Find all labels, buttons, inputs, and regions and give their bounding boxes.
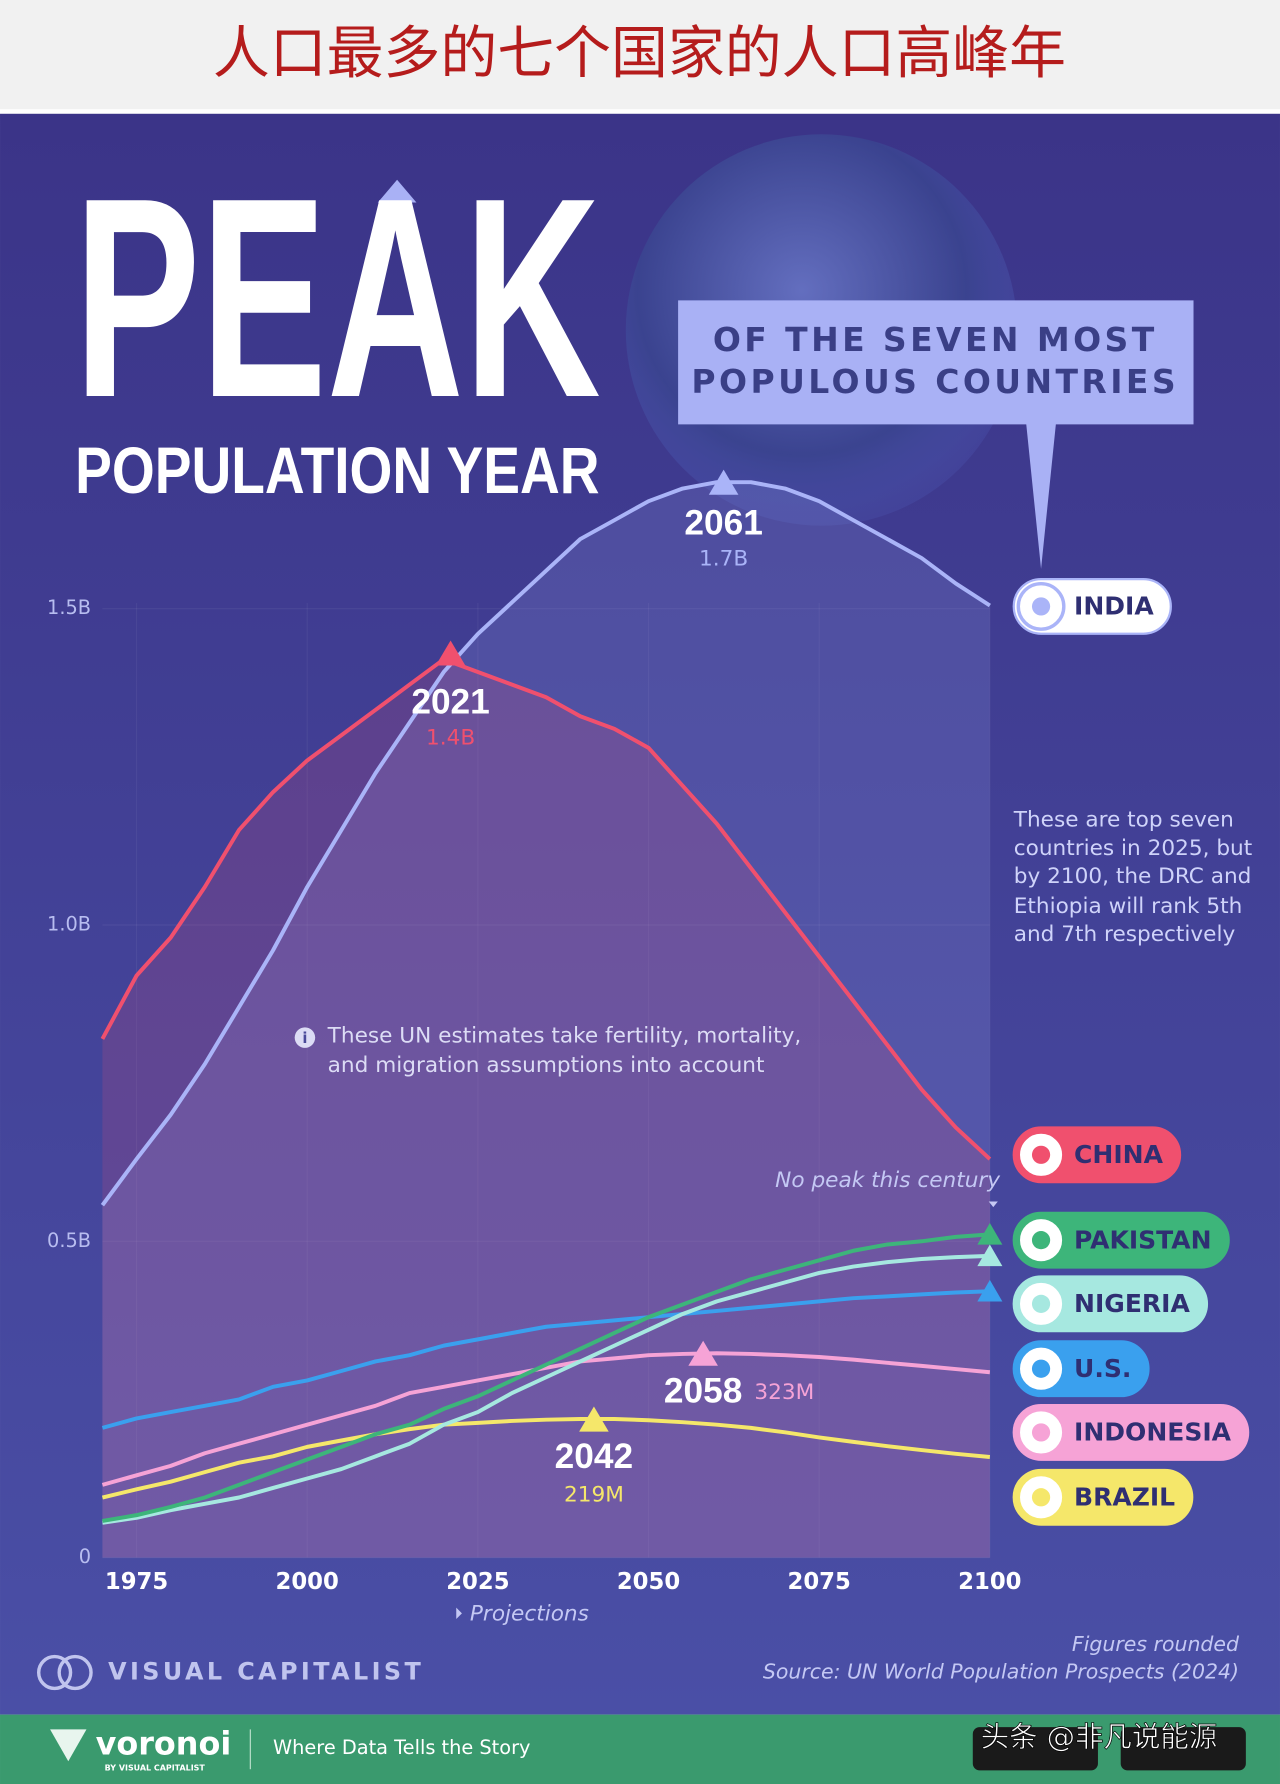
info-line: These UN estimates take fertility, morta… xyxy=(327,1023,802,1048)
peak-year: 2021 xyxy=(411,682,489,721)
end-marker xyxy=(977,1222,1003,1245)
legend-pill xyxy=(1012,1275,1209,1333)
note-line: Ethiopia will rank 5th xyxy=(1014,894,1243,919)
peak-year: 2058 xyxy=(664,1371,742,1410)
callout-text: POPULOUS COUNTRIES xyxy=(691,362,1179,401)
note-line: These are top seven xyxy=(1013,807,1234,832)
legend-pill xyxy=(1012,1211,1230,1269)
x-tick-label: 2000 xyxy=(276,1569,339,1595)
figures-note: Figures rounded xyxy=(1072,1632,1240,1656)
peak-value: 219M xyxy=(564,1482,624,1507)
legend-label: PAKISTAN xyxy=(1074,1225,1212,1254)
logo-ring xyxy=(57,1654,93,1691)
peak-marker xyxy=(688,1340,718,1366)
x-tick-label: 2100 xyxy=(958,1569,1021,1595)
legend-item: INDONESIA xyxy=(1012,1403,1250,1461)
plot: 0 0.5B 1.0B 1.5B 1975 2000 2025 2050 2075 2100 IND… xyxy=(47,469,1250,1595)
end-marker xyxy=(977,1279,1003,1302)
tagline: Where Data Tells the Story xyxy=(273,1736,530,1759)
peak-marker xyxy=(435,640,466,666)
voronoi-sub: BY VISUAL CAPITALIST xyxy=(105,1764,206,1773)
peak-year: 2061 xyxy=(684,504,762,543)
store-badge xyxy=(1120,1727,1246,1771)
peak-icon xyxy=(377,179,417,203)
x-tick-label: 2025 xyxy=(446,1569,509,1595)
line xyxy=(102,1232,991,1523)
info-icon xyxy=(294,1027,316,1048)
voronoi-icon xyxy=(50,1729,87,1762)
voronoi-logo: voronoi xyxy=(96,1724,232,1762)
line xyxy=(100,480,991,1207)
info-line: and migration assumptions into account xyxy=(328,1053,765,1078)
line xyxy=(100,657,992,1161)
peak-value: 1.4B xyxy=(426,725,475,750)
banner-bg xyxy=(0,0,1280,110)
line xyxy=(101,1289,990,1430)
peak-marker xyxy=(708,469,739,495)
callout-text: OF THE SEVEN MOST xyxy=(713,320,1158,359)
line xyxy=(102,1253,990,1525)
legend-flag-center xyxy=(1031,1145,1051,1164)
store-badge xyxy=(972,1727,1098,1771)
x-tick-label: 2050 xyxy=(617,1569,680,1595)
legend-item: CHINA xyxy=(1012,1126,1182,1184)
legend-label: INDONESIA xyxy=(1074,1418,1232,1447)
y-tick-label: 0.5B xyxy=(47,1229,91,1252)
legend-flag-center xyxy=(1031,597,1051,616)
x-tick-label: 2075 xyxy=(788,1569,851,1595)
projections-arrow xyxy=(456,1607,462,1620)
line xyxy=(101,1351,991,1487)
note-line: and 7th respectively xyxy=(1014,922,1236,947)
end-marker xyxy=(977,1244,1003,1267)
banner-title: 人口最多的七个国家的人口高峰年 xyxy=(213,20,1066,86)
vc-logo xyxy=(36,1654,93,1691)
legend-flag-center xyxy=(1031,1359,1051,1378)
legend-item: PAKISTAN xyxy=(1012,1211,1230,1269)
note: These are top seven countries in 2025, b… xyxy=(1013,807,1252,947)
area xyxy=(102,659,990,1558)
logo-ring xyxy=(36,1654,73,1691)
note-line: by 2100, the DRC and xyxy=(1014,864,1252,889)
no-peak-label: No peak this century xyxy=(775,1168,1001,1193)
peak-marker xyxy=(579,1406,609,1432)
callout-box xyxy=(678,300,1194,569)
projections-label: Projections xyxy=(470,1601,589,1626)
source: Source: UN World Population Prospects (2… xyxy=(763,1660,1239,1684)
peak-year: 2042 xyxy=(555,1437,633,1476)
legend-label: NIGERIA xyxy=(1074,1289,1190,1318)
legend-flag-center xyxy=(1031,1231,1051,1250)
line xyxy=(101,1417,991,1500)
legend-item: INDIA xyxy=(1012,577,1172,635)
brand: VISUAL CAPITALIST xyxy=(108,1658,424,1686)
legend-flag-center xyxy=(1031,1488,1051,1507)
legend-item: BRAZIL xyxy=(1012,1468,1194,1526)
legend-label: U.S. xyxy=(1074,1354,1131,1383)
subheadline: POPULATION YEAR xyxy=(75,433,600,507)
legend-pill xyxy=(1012,1403,1250,1461)
y-tick-label: 1.0B xyxy=(47,912,91,935)
watermark: 头条 @非凡说能源 xyxy=(981,1720,1218,1753)
legend-item: NIGERIA xyxy=(1012,1275,1209,1333)
legend-label: INDIA xyxy=(1074,592,1154,621)
no-peak-arrow xyxy=(988,1201,998,1208)
legend-label: BRAZIL xyxy=(1074,1482,1175,1511)
legend-flag-center xyxy=(1031,1423,1051,1442)
legend-flag-center xyxy=(1031,1294,1051,1313)
legend-label: CHINA xyxy=(1074,1140,1164,1169)
x-tick-label: 1975 xyxy=(105,1569,168,1595)
info-icon-glyph: i xyxy=(302,1030,307,1047)
legend-item: U.S. xyxy=(1012,1340,1150,1398)
peak-value: 1.7B xyxy=(699,547,748,572)
peak-value: 323M xyxy=(754,1380,814,1405)
headline: PEAK xyxy=(74,140,601,457)
y-tick-label: 0 xyxy=(79,1545,91,1568)
y-tick-label: 1.5B xyxy=(47,596,91,619)
note-line: countries in 2025, but xyxy=(1014,836,1252,861)
